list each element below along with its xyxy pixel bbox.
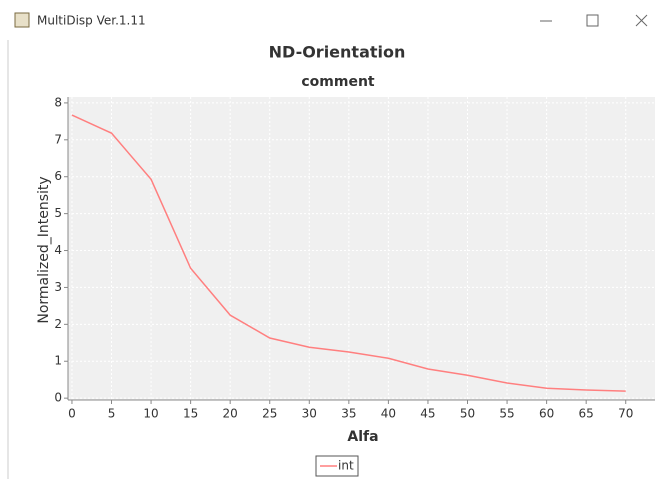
maximize-button[interactable] xyxy=(586,14,599,27)
x-tick-label: 0 xyxy=(68,407,76,421)
y-tick-label: 5 xyxy=(54,206,62,220)
x-axis-label: Alfa xyxy=(347,429,378,445)
y-tick-label: 7 xyxy=(54,132,62,146)
y-tick-label: 4 xyxy=(54,243,62,257)
y-tick-label: 6 xyxy=(54,169,62,183)
x-tick-label: 35 xyxy=(341,407,356,421)
x-tick-label: 5 xyxy=(108,407,116,421)
x-tick-label: 65 xyxy=(579,407,594,421)
y-tick-label: 3 xyxy=(54,280,62,294)
x-tick-label: 15 xyxy=(183,407,198,421)
x-tick-label: 50 xyxy=(460,407,475,421)
data-line xyxy=(71,114,626,392)
y-tick-label: 0 xyxy=(54,391,62,405)
x-tick-label: 20 xyxy=(223,407,238,421)
x-tick-label: 10 xyxy=(143,407,158,421)
x-tick-label: 45 xyxy=(420,407,435,421)
x-tick-label: 60 xyxy=(539,407,554,421)
x-tick-label: 25 xyxy=(262,407,277,421)
window-title: MultiDisp Ver.1.11 xyxy=(37,14,146,28)
app-icon xyxy=(14,12,30,28)
chart-title: ND-Orientation xyxy=(269,43,406,62)
y-tick-label: 1 xyxy=(54,354,62,368)
plot-area xyxy=(68,97,655,400)
y-axis-label: Normalized_Intensity xyxy=(36,176,52,323)
y-tick-label: 8 xyxy=(54,95,62,109)
chart-subtitle: comment xyxy=(301,74,375,90)
x-tick-label: 30 xyxy=(302,407,317,421)
x-tick-label: 55 xyxy=(499,407,514,421)
x-tick-label: 40 xyxy=(381,407,396,421)
close-button[interactable] xyxy=(635,14,648,27)
y-tick-label: 2 xyxy=(54,317,62,331)
legend-label: int xyxy=(338,459,354,473)
x-tick-label: 70 xyxy=(618,407,633,421)
